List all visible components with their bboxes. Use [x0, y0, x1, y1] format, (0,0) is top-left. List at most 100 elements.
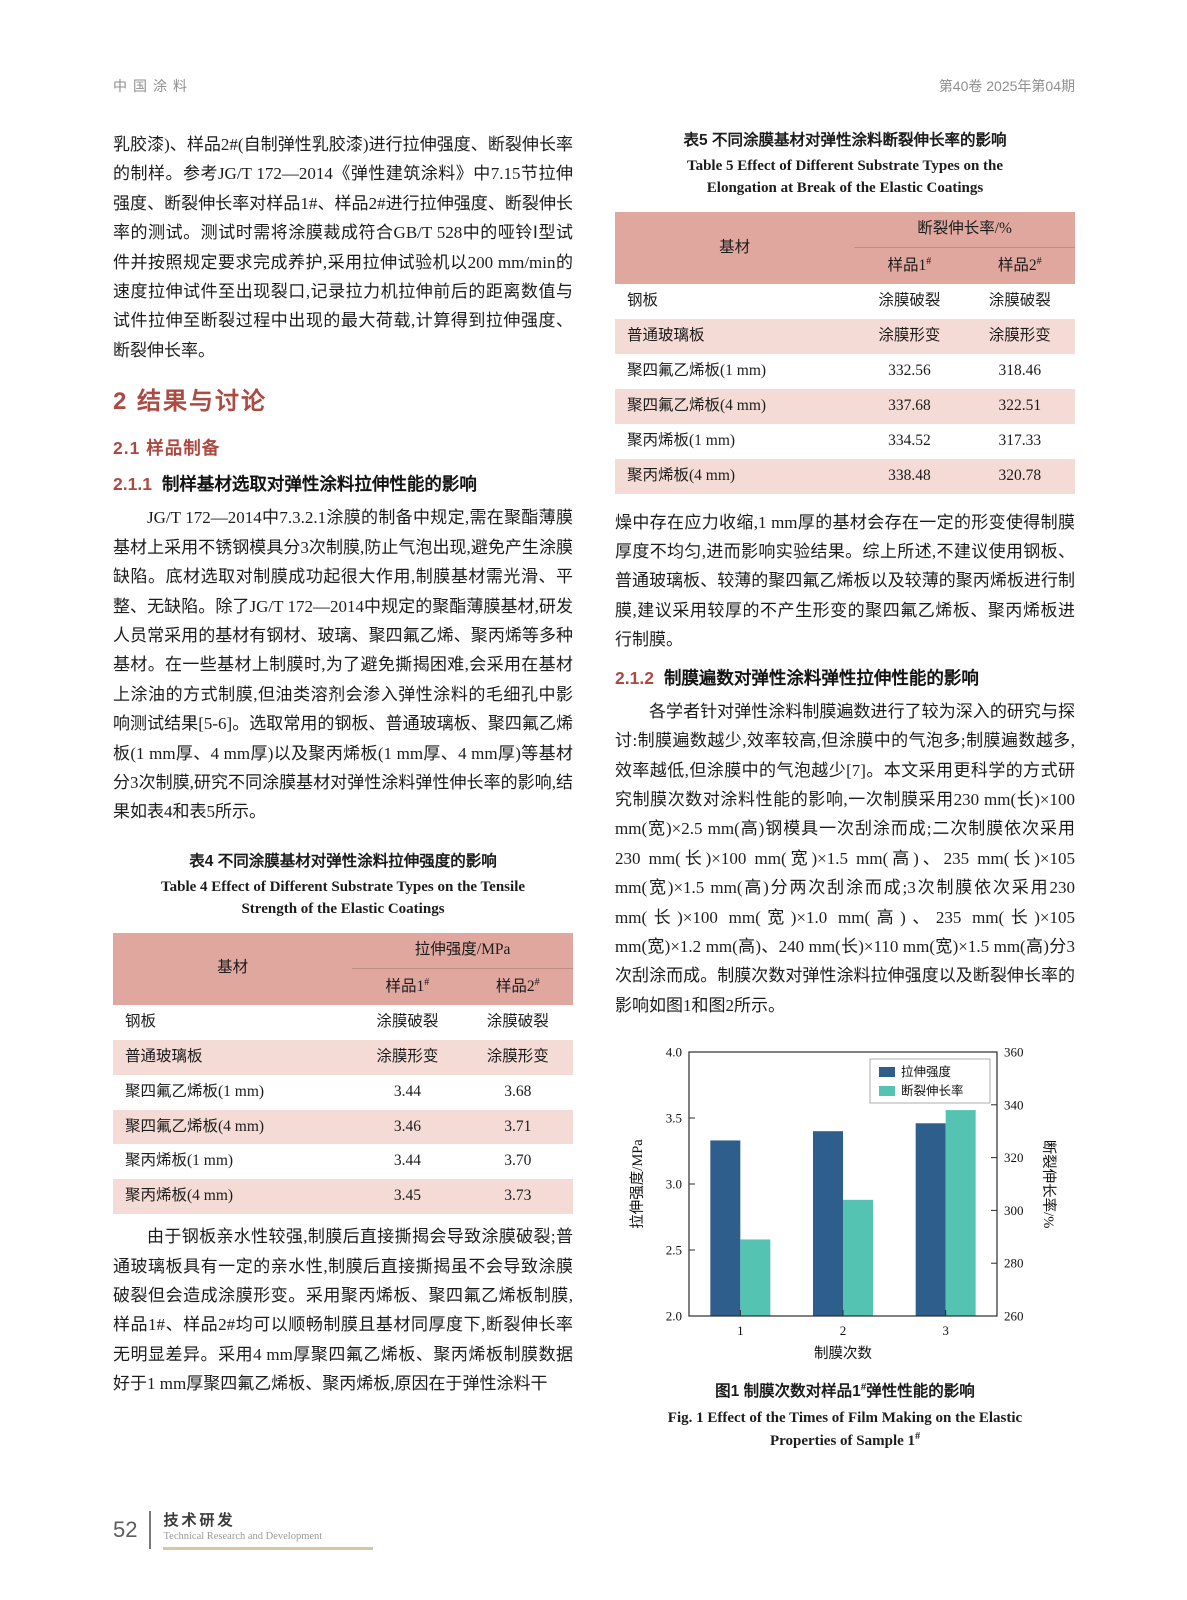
- heading-number: 2.1.2: [615, 667, 654, 688]
- figure1-caption-cn: 图1 制膜次数对样品1#弹性性能的影响: [715, 1382, 975, 1401]
- legend-swatch: [879, 1086, 895, 1097]
- right-axis-title: 断裂伸长率/%: [1040, 1140, 1057, 1229]
- value-cell: 320.78: [998, 466, 1042, 484]
- right-tick-label: 300: [1004, 1203, 1024, 1218]
- table-row: 聚丙烯板(1 mm) 3.44 3.70: [113, 1144, 573, 1179]
- table5-elongation: 基材 断裂伸长率/% 样品1# 样品2# 钢板 涂膜破裂 涂膜破裂 普通玻璃板 涂膜形变…: [615, 211, 1075, 494]
- paragraph-substrate-selection: JG/T 172—2014中7.3.2.1涂膜的制备中规定,需在聚酯薄膜基材上采…: [113, 508, 573, 822]
- table4-col-sample1: 样品1#: [352, 968, 463, 1005]
- right-tick-label: 280: [1004, 1256, 1024, 1271]
- right-column: 表5 不同涂膜基材对弹性涂料断裂伸长率的影响 Table 5 Effect of…: [615, 130, 1075, 1453]
- right-tick-label: 260: [1004, 1309, 1024, 1324]
- value-cell: 涂膜形变: [878, 326, 941, 344]
- substrate-cell: 聚丙烯板(4 mm): [125, 1187, 234, 1205]
- value-cell: 3.44: [393, 1152, 421, 1170]
- left-axis-title: 拉伸强度/MPa: [629, 1139, 646, 1229]
- value-cell: 3.44: [393, 1082, 421, 1100]
- table5-col-substrate: 基材: [615, 211, 855, 284]
- substrate-cell: 普通玻璃板: [125, 1047, 203, 1065]
- table-row: 聚四氟乙烯板(1 mm) 332.56 318.46: [615, 354, 1075, 389]
- heading-title: 制样基材选取对弹性涂料拉伸性能的影响: [161, 474, 477, 495]
- x-tick-label: 2: [840, 1323, 847, 1338]
- x-axis-title: 制膜次数: [814, 1345, 872, 1362]
- substrate-cell: 钢板: [125, 1012, 157, 1030]
- table-row: 钢板 涂膜破裂 涂膜破裂: [113, 1005, 573, 1040]
- legend-label: 拉伸强度: [901, 1064, 952, 1079]
- page-header: 中国涂料 第40卷 2025年第04期: [113, 76, 1075, 96]
- table4-caption-en-line1: Table 4 Effect of Different Substrate Ty…: [160, 879, 526, 896]
- table5-body: 钢板 涂膜破裂 涂膜破裂 普通玻璃板 涂膜形变 涂膜形变 聚四氟乙烯板(1 mm) 332.5…: [615, 284, 1075, 494]
- table4-body: 钢板 涂膜破裂 涂膜破裂 普通玻璃板 涂膜形变 涂膜形变 聚四氟乙烯板(1 mm) 3.44 3…: [113, 1005, 573, 1215]
- subsection-heading-sample-prep: 2.1 样品制备: [113, 437, 221, 458]
- value-cell: 338.48: [888, 466, 931, 484]
- value-cell: 332.56: [888, 361, 931, 379]
- substrate-cell: 普通玻璃板: [627, 326, 705, 344]
- table5-col-sample2: 样品2#: [964, 247, 1075, 284]
- value-cell: 涂膜形变: [988, 326, 1051, 344]
- page-footer: 52 技术研发 Technical Research and Developme…: [113, 1509, 374, 1550]
- left-tick-label: 2.5: [666, 1243, 682, 1258]
- superscript-hash: #: [860, 1382, 867, 1394]
- subsubsection-heading-212: 2.1.2 制膜遍数对弹性涂料弹性拉伸性能的影响: [615, 663, 1075, 693]
- value-cell: 317.33: [998, 431, 1042, 449]
- heading-title: 制膜遍数对弹性涂料弹性拉伸性能的影响: [663, 667, 979, 688]
- table-row: 聚四氟乙烯板(4 mm) 3.46 3.71: [113, 1109, 573, 1145]
- table-header-row: 样品1# 样品2#: [113, 968, 573, 1005]
- bar-chart-elastic-properties: 2.0 2.5 3.0 3.5 4.0 260 280 300 320 340 360 1 2 3 拉伸强度…: [629, 1045, 1057, 1363]
- page-number: 52: [113, 1516, 138, 1542]
- substrate-cell: 聚丙烯板(1 mm): [627, 431, 736, 449]
- table4-head: 基材 拉伸强度/MPa 样品1# 样品2#: [113, 932, 573, 1005]
- right-tick-label: 320: [1004, 1150, 1024, 1165]
- bar-elongation: [740, 1239, 771, 1317]
- table5-col-group: 断裂伸长率/%: [854, 211, 1075, 248]
- left-tick-label: 2.0: [666, 1309, 682, 1324]
- value-cell: 涂膜破裂: [376, 1012, 439, 1030]
- substrate-cell: 聚四氟乙烯板(4 mm): [125, 1117, 265, 1135]
- two-column-layout: 乳胶漆)、样品2#(自制弹性乳胶漆)进行拉伸强度、断裂伸长率的制样。参考JG/T…: [113, 130, 1075, 1453]
- footer-divider: [149, 1510, 152, 1549]
- journal-name: 中国涂料: [113, 78, 193, 94]
- substrate-cell: 钢板: [627, 291, 659, 309]
- value-cell: 3.71: [504, 1117, 532, 1135]
- right-tick-label: 340: [1004, 1098, 1024, 1113]
- table4-caption-en-line2: Strength of the Elastic Coatings: [241, 900, 445, 917]
- table-row: 聚四氟乙烯板(4 mm) 337.68 322.51: [615, 388, 1075, 424]
- heading-number: 2.1.1: [113, 474, 152, 495]
- table-header-row: 基材 断裂伸长率/%: [615, 211, 1075, 284]
- superscript-hash: #: [534, 976, 540, 988]
- table4-tensile-strength: 基材 拉伸强度/MPa 样品1# 样品2# 钢板 涂膜破裂 涂膜破裂 普通玻璃板 涂膜形…: [113, 932, 573, 1215]
- left-tick-label: 3.0: [666, 1177, 682, 1192]
- superscript-hash: #: [915, 1431, 921, 1443]
- table-row: 聚丙烯板(1 mm) 334.52 317.33: [615, 424, 1075, 459]
- table4-col-substrate: 基材: [113, 932, 353, 1005]
- table4-col-group: 拉伸强度/MPa: [352, 932, 573, 969]
- table-row: 聚四氟乙烯板(1 mm) 3.44 3.68: [113, 1075, 573, 1110]
- substrate-cell: 聚丙烯板(4 mm): [627, 466, 736, 484]
- substrate-cell: 聚四氟乙烯板(1 mm): [125, 1082, 265, 1100]
- figure1-caption: 图1 制膜次数对样品1#弹性性能的影响 Fig. 1 Effect of the…: [615, 1380, 1075, 1452]
- value-cell: 322.51: [998, 396, 1042, 414]
- table4-caption-cn: 表4 不同涂膜基材对弹性涂料拉伸强度的影响: [189, 852, 497, 870]
- table5-caption: 表5 不同涂膜基材对弹性涂料断裂伸长率的影响 Table 5 Effect of…: [615, 130, 1075, 200]
- table-row: 普通玻璃板 涂膜形变 涂膜形变: [615, 318, 1075, 354]
- value-cell: 3.68: [504, 1082, 532, 1100]
- table5-caption-en-line2: Elongation at Break of the Elastic Coati…: [706, 180, 984, 197]
- bar-tensile-strength: [813, 1131, 843, 1317]
- table-header-row: 基材 拉伸强度/MPa: [113, 932, 573, 1005]
- footer-label-en: Technical Research and Development: [163, 1531, 323, 1542]
- superscript-hash: #: [926, 255, 932, 267]
- substrate-cell: 聚四氟乙烯板(1 mm): [627, 361, 767, 379]
- table5-caption-en-line1: Table 5 Effect of Different Substrate Ty…: [686, 158, 1004, 175]
- paragraph-film-times: 各学者针对弹性涂料制膜遍数进行了较为深入的研究与探讨:制膜遍数越少,效率较高,但…: [615, 701, 1075, 1015]
- bar-elongation: [843, 1200, 873, 1317]
- value-cell: 涂膜形变: [376, 1047, 439, 1065]
- right-tick-label: 360: [1004, 1045, 1024, 1060]
- paragraph-table-discussion: 由于钢板亲水性较强,制膜后直接撕揭会导致涂膜破裂;普通玻璃板具有一定的亲水性,制…: [113, 1227, 573, 1394]
- table5-caption-cn: 表5 不同涂膜基材对弹性涂料断裂伸长率的影响: [683, 132, 1007, 149]
- figure1-caption-en-line1: Fig. 1 Effect of the Times of Film Makin…: [667, 1409, 1023, 1426]
- bar-tensile-strength: [915, 1123, 946, 1317]
- value-cell: 3.70: [504, 1152, 532, 1170]
- substrate-cell: 聚四氟乙烯板(4 mm): [627, 396, 767, 414]
- value-cell: 318.46: [998, 361, 1042, 379]
